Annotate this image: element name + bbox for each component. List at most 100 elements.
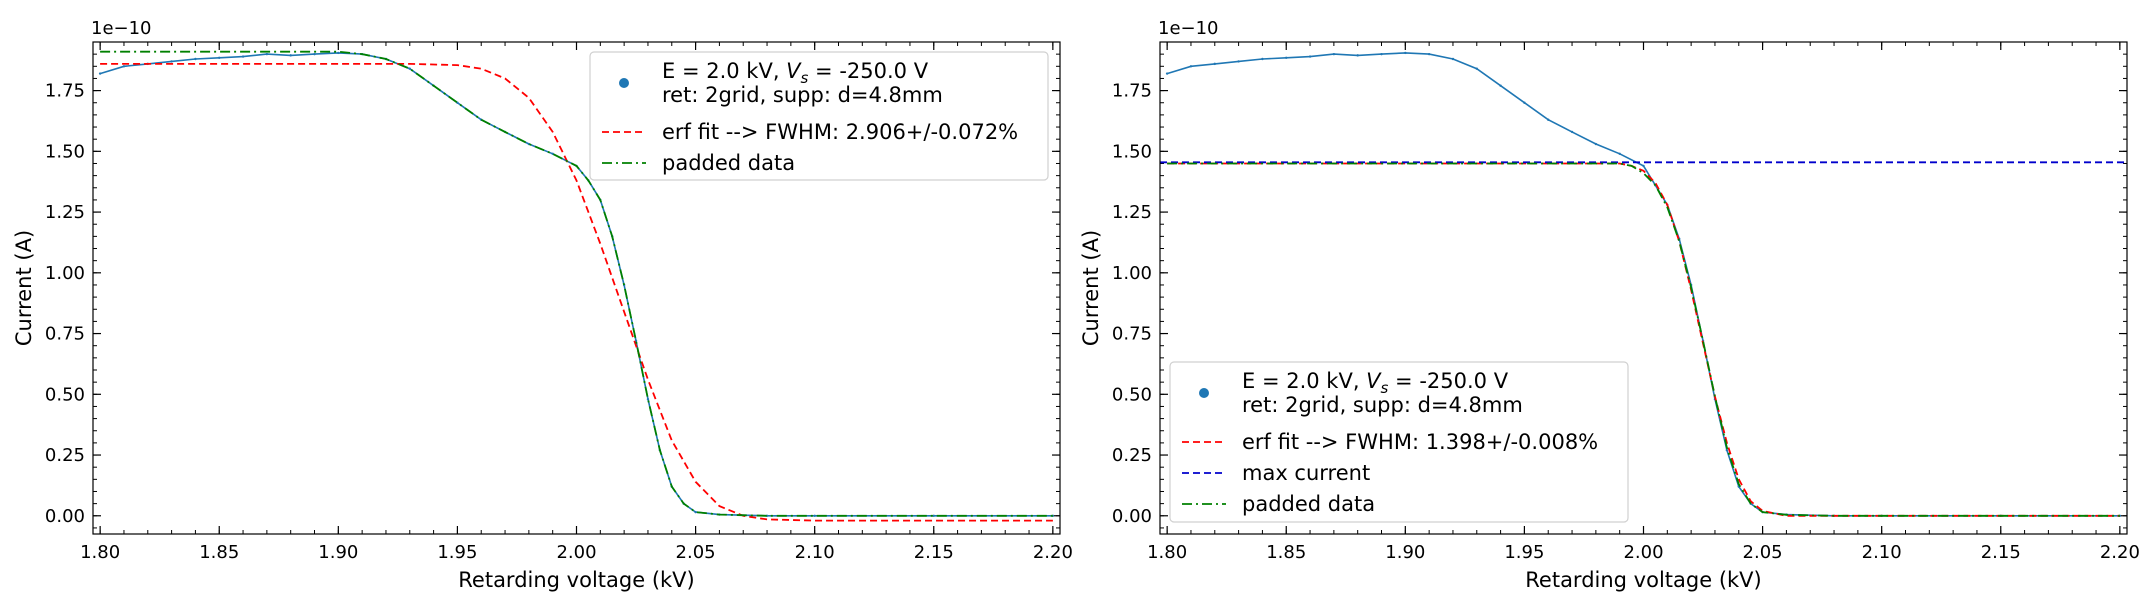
data-point <box>313 52 316 56</box>
y-tick-label: 0.25 <box>45 445 85 466</box>
y-offset-text: 1e−10 <box>91 18 152 39</box>
legend-label-line-1-suffix: = -250.0 V <box>1388 369 1508 393</box>
padded-data-line <box>100 50 1053 517</box>
x-tick-label: 2.15 <box>1981 542 2021 563</box>
legend-label: erf fit --> FWHM: 2.906+/-0.072% <box>662 120 1018 144</box>
legend-label-line-1: E = 2.0 kV, Vs = -250.0 V <box>1242 369 1509 397</box>
legend-label: erf fit --> FWHM: 1.398+/-0.008% <box>1242 430 1598 454</box>
data-point <box>1475 67 1478 70</box>
plot-frame <box>1159 41 2128 535</box>
y-tick-label: 0.75 <box>1112 324 1152 345</box>
y-tick-label: 0.00 <box>45 506 85 527</box>
data-point <box>1380 52 1383 56</box>
legend-marker-handle <box>619 78 629 88</box>
data-point <box>1332 52 1336 56</box>
y-tick-label: 0.75 <box>45 324 85 345</box>
legend-label: max current <box>1242 461 1370 485</box>
data-point <box>1594 142 1598 146</box>
data-point <box>241 55 245 58</box>
data-point <box>265 52 269 56</box>
data-point <box>1308 55 1312 58</box>
data-point <box>1213 62 1216 66</box>
x-tick-label: 1.90 <box>1385 542 1425 563</box>
data-point <box>122 65 126 68</box>
y-tick-label: 0.00 <box>1112 506 1152 527</box>
legend-box <box>589 51 1049 181</box>
data-point <box>1725 448 1729 452</box>
x-tick-label: 1.85 <box>199 542 239 563</box>
y-axis-label: Current (A) <box>12 230 36 346</box>
data-point <box>1642 164 1645 168</box>
data-point <box>1165 72 1169 75</box>
data-point <box>646 397 650 401</box>
legend-label: padded data <box>662 151 795 175</box>
data-point <box>1261 57 1264 61</box>
data-point <box>1356 54 1359 57</box>
x-tick-label: 1.95 <box>1504 542 1544 563</box>
legend-label: padded data <box>1242 492 1375 516</box>
legend-label-line-1: E = 2.0 kV, Vs = -250.0 V <box>662 59 929 87</box>
x-tick-label: 1.90 <box>318 542 358 563</box>
y-tick-label: 1.75 <box>1112 81 1152 102</box>
x-tick-label: 2.00 <box>1623 542 1663 563</box>
data-point <box>694 510 697 514</box>
data-point <box>1523 101 1526 104</box>
data-point <box>1499 84 1502 87</box>
plot-area <box>1160 51 2127 517</box>
x-tick-label: 2.20 <box>2100 542 2140 563</box>
data-point <box>1189 65 1193 68</box>
data-point <box>218 56 221 59</box>
data-point <box>1618 152 1621 155</box>
data-point <box>194 57 197 61</box>
x-tick-label: 1.95 <box>437 542 477 563</box>
y-tick-label: 0.50 <box>1112 384 1152 405</box>
chart-panel-2: 1.80 1.85 1.90 1.95 2.00 2.05 2.10 2.15 2.20 0.00… <box>1079 18 2140 592</box>
data-trace <box>1166 52 2120 517</box>
data-point <box>1404 51 1407 55</box>
padded-data-line <box>1167 162 2120 517</box>
x-tick-label: 2.05 <box>1743 542 1783 563</box>
legend-label-sub: s <box>801 69 809 87</box>
legend-label-line-1-prefix: E = 2.0 kV, <box>662 59 786 83</box>
chart-panel-1: 1.80 1.85 1.90 1.95 2.00 2.05 2.10 2.15 2.20 0.00… <box>12 18 1073 592</box>
y-tick-label: 1.00 <box>45 263 85 284</box>
legend-label-sub: s <box>1381 379 1389 397</box>
data-point <box>932 514 935 517</box>
data-point <box>1427 52 1431 56</box>
data-point <box>1451 57 1455 61</box>
legend-box <box>1169 361 1629 523</box>
data-point <box>408 67 411 70</box>
legend-label-line-1-suffix: = -250.0 V <box>808 59 928 83</box>
legend-label-line-2: ret: 2grid, supp: d=4.8mm <box>662 83 943 107</box>
data-point <box>813 514 816 517</box>
legend-marker-handle <box>1199 388 1209 398</box>
x-tick-label: 1.85 <box>1266 542 1306 563</box>
data-point <box>98 72 102 75</box>
data-point <box>1285 56 1288 59</box>
x-tick-label: 2.05 <box>676 542 716 563</box>
y-offset-text: 1e−10 <box>1158 18 1219 39</box>
y-tick-label: 1.25 <box>1112 202 1152 223</box>
x-tick-label: 2.10 <box>795 542 835 563</box>
x-tick-label: 1.80 <box>80 542 120 563</box>
y-tick-label: 1.75 <box>45 81 85 102</box>
plot-frame <box>92 41 1061 535</box>
legend-label-line-1-prefix: E = 2.0 kV, <box>1242 369 1366 393</box>
legend-label-var: V <box>786 59 802 83</box>
x-tick-label: 1.80 <box>1147 542 1187 563</box>
data-point <box>1570 130 1574 134</box>
x-tick-label: 2.20 <box>1033 542 1073 563</box>
plot-area <box>98 50 1055 522</box>
y-tick-label: 1.00 <box>1112 263 1152 284</box>
y-axis-label: Current (A) <box>1079 230 1103 346</box>
x-axis-label: Retarding voltage (kV) <box>1525 568 1761 592</box>
data-point <box>1237 60 1240 63</box>
y-tick-label: 0.50 <box>45 384 85 405</box>
data-point <box>337 51 340 55</box>
y-tick-label: 1.50 <box>1112 141 1152 162</box>
x-axis-label: Retarding voltage (kV) <box>458 568 694 592</box>
y-tick-label: 1.50 <box>45 141 85 162</box>
